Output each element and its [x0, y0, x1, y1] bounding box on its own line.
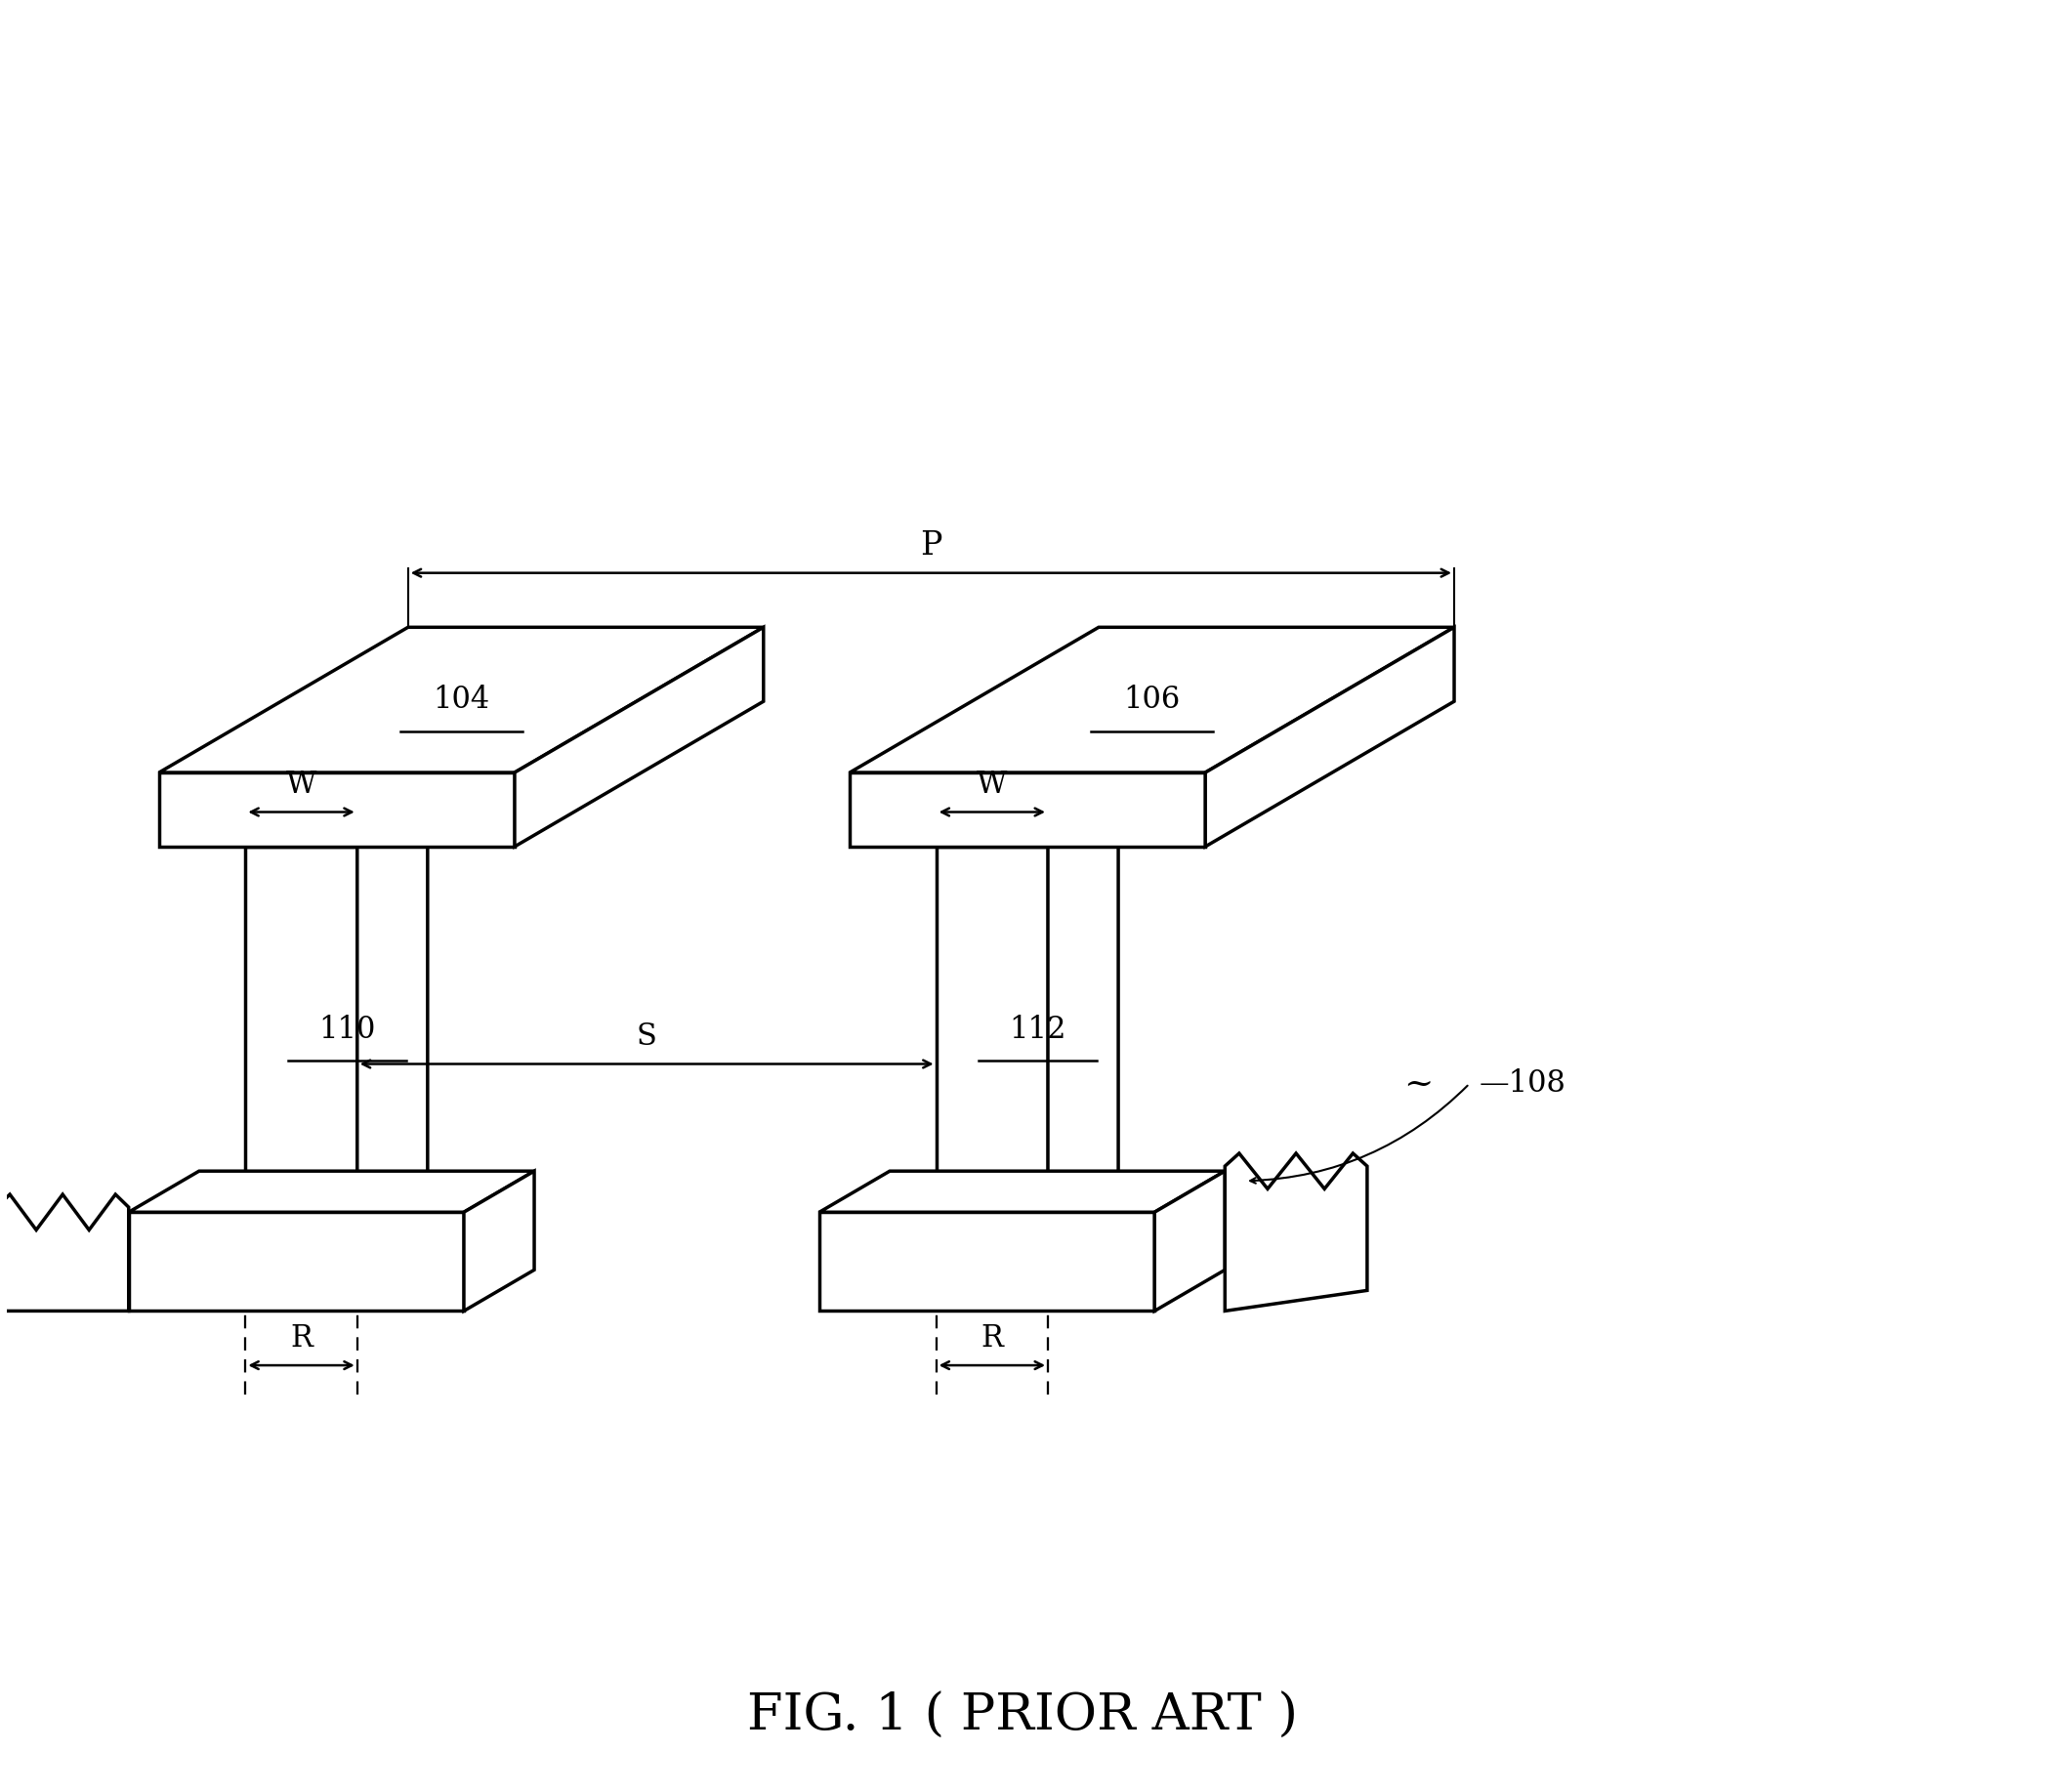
Text: R: R: [290, 1322, 313, 1353]
Polygon shape: [464, 1172, 534, 1312]
Polygon shape: [160, 627, 763, 772]
Text: —108: —108: [1481, 1068, 1566, 1098]
Polygon shape: [129, 1172, 534, 1211]
Text: FIG. 1 ( PRIOR ART ): FIG. 1 ( PRIOR ART ): [746, 1692, 1299, 1742]
Polygon shape: [160, 772, 515, 846]
Text: W: W: [286, 771, 317, 801]
Polygon shape: [1225, 1154, 1368, 1312]
Polygon shape: [0, 1195, 129, 1312]
Polygon shape: [820, 1211, 1155, 1312]
Polygon shape: [358, 806, 427, 1211]
Text: 110: 110: [319, 1014, 376, 1045]
Text: R: R: [982, 1322, 1004, 1353]
Text: P: P: [920, 530, 943, 561]
Polygon shape: [851, 627, 1454, 772]
Text: 112: 112: [1008, 1014, 1065, 1045]
Polygon shape: [245, 846, 358, 1211]
Polygon shape: [1047, 806, 1119, 1211]
Text: 106: 106: [1123, 685, 1180, 715]
Text: 104: 104: [434, 685, 489, 715]
Polygon shape: [515, 627, 763, 846]
Polygon shape: [1205, 627, 1454, 846]
Polygon shape: [820, 1172, 1225, 1211]
Polygon shape: [129, 1211, 464, 1312]
Polygon shape: [937, 846, 1047, 1211]
Text: W: W: [978, 771, 1008, 801]
Text: S: S: [636, 1021, 656, 1052]
Polygon shape: [851, 772, 1205, 846]
Polygon shape: [1155, 1172, 1225, 1312]
Text: ~: ~: [1403, 1066, 1434, 1100]
